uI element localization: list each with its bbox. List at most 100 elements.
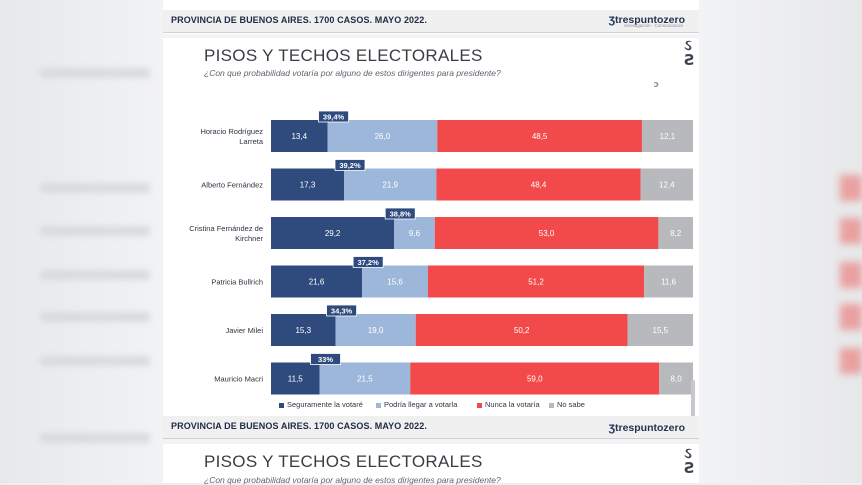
next-slide-title: PISOS Y TECHOS ELECTORALES [204,452,483,471]
header-caption: PROVINCIA DE BUENOS AIRES. 1700 CASOS. M… [171,15,427,25]
data-label-alberto-fernandez-0: 17,3 [300,181,316,190]
blurred-background-row [0,262,862,288]
brand-logo-tagline: Investigación · Comunicación [624,23,683,28]
ceiling-callout-box-mauricio-macri [310,353,341,365]
data-label-mauricio-macri-3: 8,0 [671,375,683,384]
bar-segment-javier-milei-0 [271,314,336,346]
legend-swatch [376,402,381,408]
bar-segment-patricia-bullrich-0 [271,265,363,298]
swirl-icon: ↄ [653,80,659,90]
brand-logo: ʒtrespuntozero [608,420,685,434]
data-label-javier-milei-3: 15,5 [653,326,669,335]
legend-swatch [477,402,482,408]
data-label-alberto-fernandez-1: 21,9 [382,181,398,190]
category-label-alberto-fernandez: Alberto Fernández [201,181,263,190]
data-label-patricia-bullrich-2: 51,2 [528,278,544,287]
bar-segment-cristina-kirchner-1 [394,217,435,249]
slide-header-bar: PROVINCIA DE BUENOS AIRES. 1700 CASOS. M… [163,10,699,33]
data-label-cristina-kirchner-3: 8,2 [670,229,682,238]
category-label-javier-milei: Javier Milei [225,326,263,335]
category-label-rodriguez-larreta: Horacio Rodríguez Larreta [200,127,263,146]
blurred-background-row [0,304,862,330]
bar-segment-rodriguez-larreta-3 [641,120,693,152]
bar-segment-alberto-fernandez-2 [436,168,641,201]
ceiling-callout-box-rodriguez-larreta [318,110,349,123]
category-label-cristina-kirchner: Cristina Fernández de Kirchner [189,224,263,243]
bar-segment-cristina-kirchner-2 [434,217,659,249]
ceiling-label-rodriguez-larreta: 39,4% [323,113,345,122]
data-label-patricia-bullrich-3: 11,6 [661,278,677,287]
legend-item-nunca: Nunca la votaría [477,400,540,409]
ceiling-label-alberto-fernandez: 39,2% [339,161,361,170]
bar-segment-rodriguez-larreta-0 [271,120,328,152]
previous-slide-footer: PROVINCIA DE BUENOS AIRES. 1700 CASOS. M… [163,0,699,34]
footer-caption: PROVINCIA DE BUENOS AIRES. 1700 CASOS. M… [171,421,427,431]
data-label-rodriguez-larreta-2: 48,5 [532,132,548,141]
ceiling-callout-box-javier-milei [326,304,357,317]
blurred-background-row [0,425,862,451]
ceiling-label-patricia-bullrich: 37,2% [358,258,380,267]
next-slide: PISOS Y TECHOS ELECTORALES ¿Con que prob… [163,444,699,485]
data-label-cristina-kirchner-0: 29,2 [325,229,341,238]
bar-segment-mauricio-macri-1 [319,362,411,395]
bar-segment-alberto-fernandez-1 [344,168,437,201]
data-label-javier-milei-1: 19,0 [368,326,384,335]
ceiling-callout-box-patricia-bullrich [352,256,384,268]
ceiling-label-cristina-kirchner: 38,8% [390,210,412,219]
stacked-bar-chart: Horacio Rodríguez Larreta 13,4 26,0 48,5 12,1… [189,110,693,395]
blurred-background-row [0,348,862,374]
data-label-patricia-bullrich-0: 21,6 [309,278,325,287]
bar-segment-mauricio-macri-0 [271,362,320,395]
data-label-alberto-fernandez-2: 48,4 [531,181,547,190]
data-label-cristina-kirchner-2: 53,0 [539,229,555,238]
blurred-background-row [0,60,862,86]
next-slide-subtitle: ¿Con que probabilidad votaría por alguno… [204,475,501,485]
ceiling-callout-box-cristina-kirchner [384,207,416,220]
bar-segment-javier-milei-1 [335,314,416,346]
slide-title: PISOS Y TECHOS ELECTORALES [204,46,483,65]
legend-item-seguramente: Seguramente la votaré [279,400,363,409]
ceiling-callout-box-alberto-fernandez [334,159,366,171]
bar-segment-mauricio-macri-3 [659,362,693,395]
blurred-background-row [0,218,862,244]
category-label-patricia-bullrich: Patricia Bullrich [211,278,263,287]
legend-swatch [549,402,554,408]
bar-segment-alberto-fernandez-3 [640,168,693,201]
blurred-background-row [0,175,862,201]
data-label-patricia-bullrich-1: 15,6 [387,278,403,287]
brand-logo: ʒtrespuntozero [608,12,685,26]
slide-subtitle: ¿Con que probabilidad votaría por alguno… [204,68,501,78]
legend-item-podria: Podría llegar a votarla [376,400,457,409]
legend-swatch [279,402,284,408]
bar-segment-mauricio-macri-2 [410,362,660,395]
bar-segment-cristina-kirchner-0 [271,217,395,249]
bar-segment-patricia-bullrich-1 [362,265,428,298]
data-label-rodriguez-larreta-3: 12,1 [660,132,676,141]
data-label-mauricio-macri-2: 59,0 [527,375,543,384]
data-label-mauricio-macri-0: 11,5 [288,375,304,384]
slide-footer-bar: PROVINCIA DE BUENOS AIRES. 1700 CASOS. M… [163,416,699,439]
ceiling-label-mauricio-macri: 33% [318,355,333,364]
ceiling-label-javier-milei: 34,3% [331,307,353,316]
bar-segment-javier-milei-2 [415,314,628,346]
bar-segment-javier-milei-3 [627,314,693,346]
bar-segment-patricia-bullrich-2 [427,265,645,298]
bar-segment-rodriguez-larreta-1 [327,120,438,152]
data-label-javier-milei-0: 15,3 [295,326,311,335]
bar-segment-rodriguez-larreta-2 [437,120,642,152]
legend-item-nosabe: No sabe [549,400,585,409]
slide: PISOS Y TECHOS ELECTORALES ¿Con que prob… [163,36,699,439]
data-label-alberto-fernandez-3: 12,4 [659,181,675,190]
category-label-mauricio-macri: Mauricio Macri [214,375,263,384]
data-label-javier-milei-2: 50,2 [514,326,530,335]
data-label-rodriguez-larreta-0: 13,4 [291,132,307,141]
data-label-mauricio-macri-1: 21,5 [357,375,373,384]
bar-segment-patricia-bullrich-3 [644,265,693,298]
bar-segment-cristina-kirchner-3 [658,217,693,249]
bar-segment-alberto-fernandez-0 [271,168,345,201]
scrollbar-thumb[interactable] [691,380,695,432]
data-label-rodriguez-larreta-1: 26,0 [375,132,391,141]
data-label-cristina-kirchner-1: 9,6 [409,229,421,238]
